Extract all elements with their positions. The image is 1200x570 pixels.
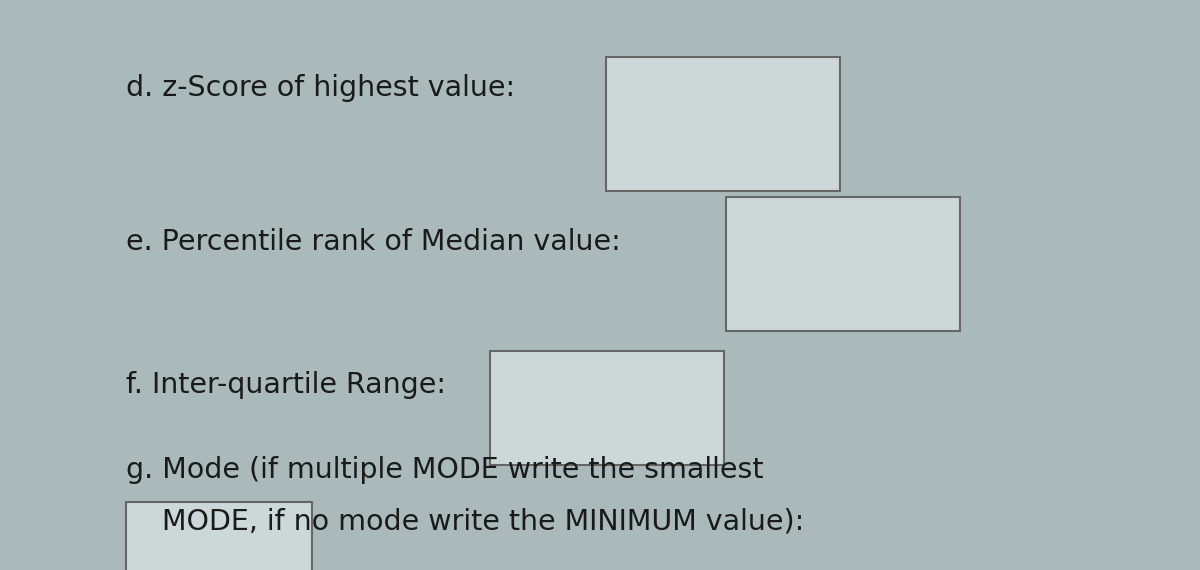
- FancyBboxPatch shape: [490, 351, 724, 465]
- FancyBboxPatch shape: [126, 502, 312, 570]
- Text: g. Mode (if multiple MODE write the smallest: g. Mode (if multiple MODE write the smal…: [126, 456, 763, 484]
- Text: MODE, if no mode write the MINIMUM value):: MODE, if no mode write the MINIMUM value…: [126, 507, 804, 536]
- FancyBboxPatch shape: [726, 197, 960, 331]
- Text: f. Inter-quartile Range:: f. Inter-quartile Range:: [126, 370, 446, 399]
- Text: e. Percentile rank of Median value:: e. Percentile rank of Median value:: [126, 228, 620, 256]
- FancyBboxPatch shape: [606, 57, 840, 191]
- Text: d. z-Score of highest value:: d. z-Score of highest value:: [126, 74, 515, 103]
